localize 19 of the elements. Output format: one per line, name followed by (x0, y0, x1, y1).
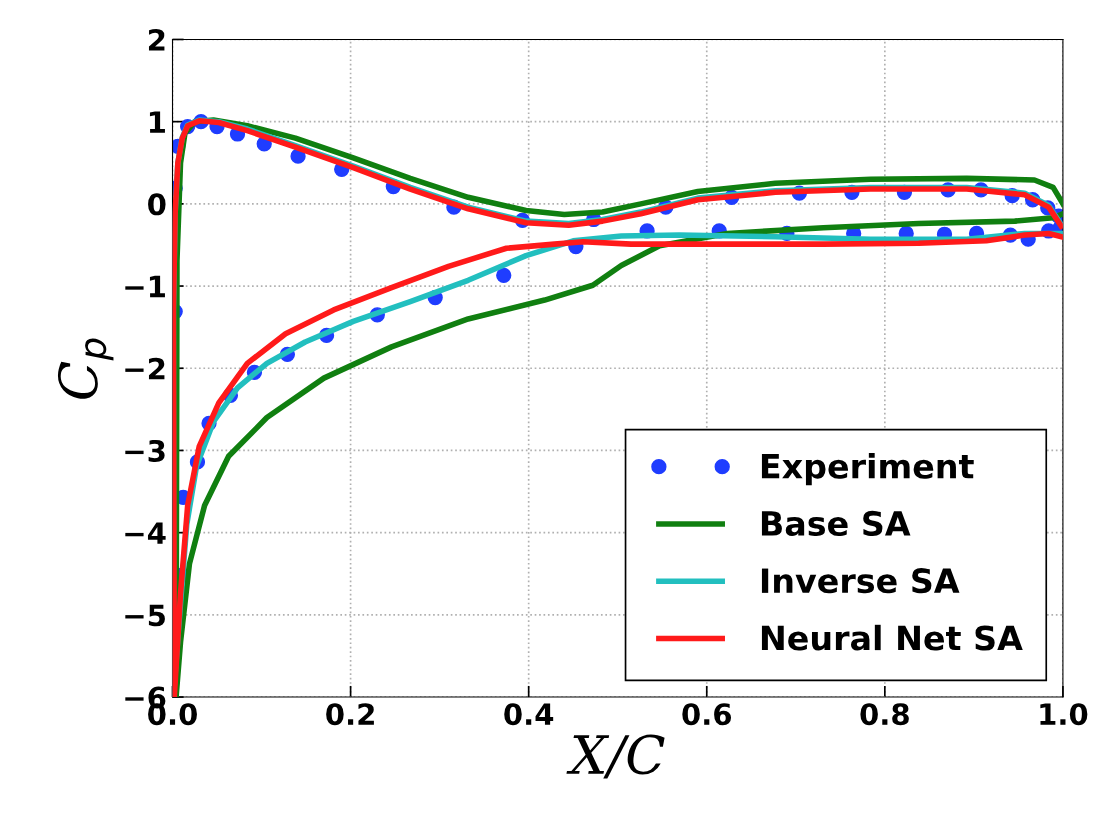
x-tick-label: 0.6 (682, 703, 732, 726)
x-tick-label: 0.2 (326, 703, 374, 726)
y-tick-label: −4 (125, 522, 166, 544)
y-tick-label: 2 (148, 28, 165, 51)
x-tick-label: 1.0 (1040, 703, 1088, 726)
y-tick-label: −2 (125, 357, 165, 380)
legend-label: Neural Net SA (761, 624, 1023, 651)
y-tick-label: 0 (148, 193, 166, 216)
y-axis-title: C$_{p}$ (57, 338, 114, 399)
y-tick-label: −5 (125, 604, 165, 627)
y-tick-label: 1 (149, 111, 165, 133)
legend-label: Base SA (761, 510, 911, 537)
x-axis-title: X/C (566, 734, 665, 779)
x-tick-label: 0.4 (504, 703, 554, 726)
y-tick-label: −3 (125, 439, 165, 462)
x-tick-label: 0.8 (860, 703, 909, 726)
legend-label: Experiment (761, 453, 974, 486)
legend-label: Inverse SA (761, 568, 960, 594)
y-tick-label: −1 (125, 275, 165, 298)
